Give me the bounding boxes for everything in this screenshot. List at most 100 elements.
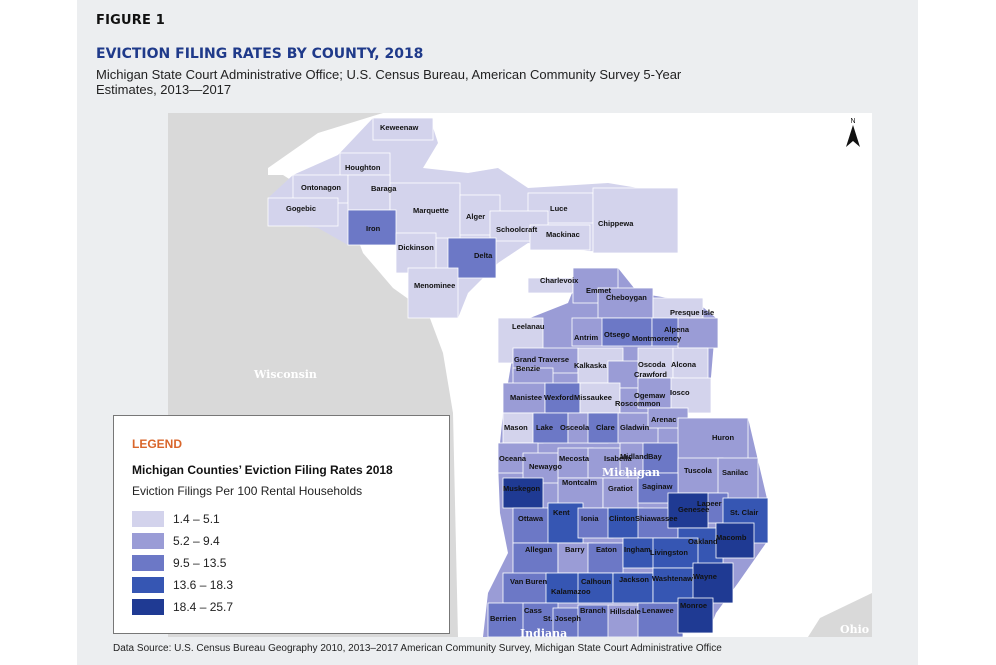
county-label-alcona: Alcona <box>671 360 697 369</box>
county-label-wexford: Wexford <box>544 393 574 402</box>
county-baraga <box>347 174 391 211</box>
legend-swatch <box>132 533 164 549</box>
county-label-lenawee: Lenawee <box>642 606 674 615</box>
county-label-calhoun: Calhoun <box>581 577 611 586</box>
county-label-cheboygan: Cheboygan <box>606 293 647 302</box>
county-label-mecosta: Mecosta <box>559 454 590 463</box>
county-label-st-clair: St. Clair <box>730 508 758 517</box>
county-mackinac <box>529 224 591 251</box>
county-label-mackinac: Mackinac <box>546 230 580 239</box>
county-van-buren <box>502 572 549 604</box>
county-lake <box>532 412 569 444</box>
county-ottawa <box>512 507 554 544</box>
legend-class-4: 13.6 – 18.3 <box>132 576 233 594</box>
county-chippewa <box>592 187 679 254</box>
county-label-cass: Cass <box>524 606 542 615</box>
county-label-jackson: Jackson <box>619 575 649 584</box>
county-label-hillsdale: Hillsdale <box>610 607 641 616</box>
county-ionia <box>577 507 614 539</box>
county-wayne <box>692 562 734 604</box>
county-kent <box>547 502 584 544</box>
county-iron <box>347 209 397 246</box>
county-branch <box>577 604 614 637</box>
county-label-ogemaw: Ogemaw <box>634 391 665 400</box>
county-label-allegan: Allegan <box>525 545 553 554</box>
county-label-ionia: Ionia <box>581 514 599 523</box>
county-oscoda <box>637 347 674 384</box>
county-label-emmet: Emmet <box>586 286 612 295</box>
county-label-monroe: Monroe <box>680 601 707 610</box>
county-label-presque-isle: Presque Isle <box>670 308 714 317</box>
county-label-montmorency: Montmorency <box>632 334 682 343</box>
county-label-eaton: Eaton <box>596 545 617 554</box>
county-label-lake: Lake <box>536 423 553 432</box>
figure-label: FIGURE 1 <box>96 13 166 28</box>
legend-subheading: Eviction Filings Per 100 Rental Househol… <box>132 484 363 498</box>
county-alpena <box>677 317 719 349</box>
legend-class-label: 18.4 – 25.7 <box>173 600 234 614</box>
county-label-leelanau: Leelanau <box>512 322 545 331</box>
county-mecosta <box>557 447 594 479</box>
county-tuscola <box>677 457 724 494</box>
legend-swatch <box>132 599 164 615</box>
legend-box: LEGEND Michigan Counties’ Eviction Filin… <box>113 415 450 634</box>
michigan-map: Keweenaw Houghton Ontonagon Baraga Gogebic Ma… <box>168 113 872 637</box>
county-label-missaukee: Missaukee <box>574 393 612 402</box>
county-label-branch: Branch <box>580 606 606 615</box>
figure-title: EVICTION FILING RATES BY COUNTY, 2018 <box>96 46 424 62</box>
county-label-tuscola: Tuscola <box>684 466 713 475</box>
ohio-land <box>808 593 872 637</box>
county-label-barry: Barry <box>565 545 585 554</box>
legend-swatch <box>132 555 164 571</box>
legend-class-label: 1.4 – 5.1 <box>173 512 220 526</box>
county-label-montcalm: Montcalm <box>562 478 597 487</box>
county-label-clinton: Clinton <box>609 514 635 523</box>
county-label-macomb: Macomb <box>716 533 747 542</box>
legend-class-2: 5.2 – 9.4 <box>132 532 220 550</box>
county-label-van-buren: Van Buren <box>510 577 548 586</box>
legend-swatch <box>132 577 164 593</box>
legend-heading: Michigan Counties’ Eviction Filing Rates… <box>132 463 393 477</box>
county-menominee <box>407 267 459 319</box>
legend-class-label: 13.6 – 18.3 <box>173 578 234 592</box>
county-layer: Keweenaw Houghton Ontonagon Baraga Gogebic Ma… <box>267 117 769 637</box>
county-label-washtenaw: Washtenaw <box>652 574 693 583</box>
county-label-delta: Delta <box>474 251 493 260</box>
county-cheboygan <box>597 287 654 319</box>
state-label-michigan: Michigan <box>602 466 660 479</box>
county-gogebic <box>267 197 339 227</box>
state-label-wisconsin: Wisconsin <box>253 368 317 381</box>
county-label-clare: Clare <box>596 423 615 432</box>
map-canvas: Keweenaw Houghton Ontonagon Baraga Gogebic Ma… <box>168 113 872 637</box>
county-label-ingham: Ingham <box>624 545 651 554</box>
county-iosco <box>670 377 712 414</box>
county-label-kalamazoo: Kalamazoo <box>551 587 591 596</box>
county-label-antrim: Antrim <box>574 333 598 342</box>
county-label-bay: Bay <box>648 452 663 461</box>
county-label-iron: Iron <box>366 224 381 233</box>
state-label-indiana: Indiana <box>520 627 567 637</box>
county-label-gladwin: Gladwin <box>620 423 650 432</box>
legend-title: LEGEND <box>132 437 183 451</box>
county-label-alger: Alger <box>466 212 485 221</box>
legend-class-5: 18.4 – 25.7 <box>132 598 233 616</box>
county-label-gratiot: Gratiot <box>608 484 633 493</box>
county-label-chippewa: Chippewa <box>598 219 634 228</box>
county-label-osceola: Osceola <box>560 423 590 432</box>
county-gratiot <box>602 477 639 509</box>
county-label-newaygo: Newaygo <box>529 462 562 471</box>
state-label-ohio: Ohio <box>840 623 869 636</box>
county-label-menominee: Menominee <box>414 281 455 290</box>
county-label-mason: Mason <box>504 423 528 432</box>
county-label-genesee: Genesee <box>678 505 709 514</box>
county-label-manistee: Manistee <box>510 393 542 402</box>
county-label-midland: Midland <box>620 452 649 461</box>
county-label-oakland: Oakland <box>688 537 718 546</box>
county-label-berrien: Berrien <box>490 614 517 623</box>
county-label-alpena: Alpena <box>664 325 690 334</box>
county-barry <box>557 542 594 574</box>
county-genesee <box>667 492 709 529</box>
county-label-livingston: Livingston <box>650 548 688 557</box>
county-label-crawford: Crawford <box>634 370 667 379</box>
county-label-saginaw: Saginaw <box>642 482 673 491</box>
